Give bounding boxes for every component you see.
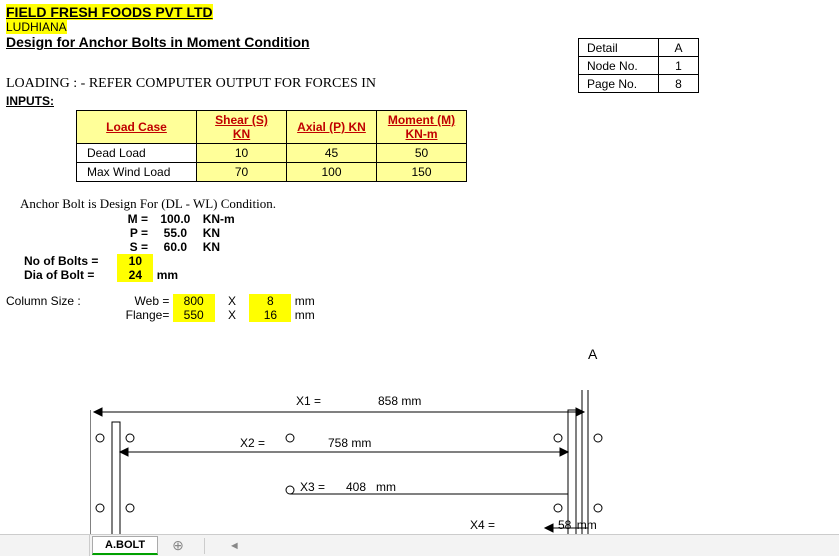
column-size-label: Column Size : bbox=[6, 294, 106, 308]
calc-bolts-value: 10 bbox=[117, 254, 153, 268]
flange-unit: mm bbox=[295, 308, 325, 322]
anchor-bolt-diagram bbox=[90, 390, 680, 550]
diagram-A-label: A bbox=[588, 346, 597, 362]
calc-dia-label: Dia of Bolt = bbox=[24, 268, 114, 282]
web-x: X bbox=[218, 294, 246, 308]
calc-P-unit: KN bbox=[203, 226, 243, 240]
column-size-flange: Flange= 550 X 16 mm bbox=[6, 308, 833, 322]
cell-shear: 70 bbox=[197, 163, 287, 182]
calc-M-label: M = bbox=[66, 212, 148, 226]
calc-S-unit: KN bbox=[203, 240, 243, 254]
design-title: Design for Anchor Bolts in Moment Condit… bbox=[6, 34, 310, 50]
calc-P-label: P = bbox=[66, 226, 148, 240]
table-row: Max Wind Load 70 100 150 bbox=[77, 163, 467, 182]
info-node-value: 1 bbox=[659, 57, 699, 75]
th-case: Load Case bbox=[77, 111, 197, 144]
cell-moment: 50 bbox=[377, 144, 467, 163]
calc-bolts-label: No of Bolts = bbox=[24, 254, 114, 268]
th-axial: Axial (P) KN bbox=[287, 111, 377, 144]
cell-axial: 45 bbox=[287, 144, 377, 163]
web-w: 800 bbox=[173, 294, 215, 308]
info-page-value: 8 bbox=[659, 75, 699, 93]
flange-x: X bbox=[218, 308, 246, 322]
flange-label: Flange= bbox=[109, 308, 169, 322]
web-label: Web = bbox=[109, 294, 169, 308]
cell-shear: 10 bbox=[197, 144, 287, 163]
company-city: LUDHIANA bbox=[6, 20, 67, 34]
calc-P: P = 55.0 KN bbox=[66, 226, 833, 240]
web-unit: mm bbox=[295, 294, 325, 308]
info-detail-value: A bbox=[659, 39, 699, 57]
calc-dia-value: 24 bbox=[117, 268, 153, 282]
sheet-tab-abolt[interactable]: A.BOLT bbox=[92, 536, 158, 555]
tab-separator bbox=[204, 538, 205, 554]
calc-bolts: No of Bolts = 10 bbox=[24, 254, 833, 268]
calc-dia: Dia of Bolt = 24 mm bbox=[24, 268, 833, 282]
cell-case: Dead Load bbox=[77, 144, 197, 163]
info-node-label: Node No. bbox=[579, 57, 659, 75]
th-moment: Moment (M) KN-m bbox=[377, 111, 467, 144]
flange-w: 550 bbox=[173, 308, 215, 322]
sheet-tab-bar: A.BOLT ⊕ ◄ bbox=[0, 534, 839, 556]
add-sheet-button[interactable]: ⊕ bbox=[172, 537, 184, 554]
cell-moment: 150 bbox=[377, 163, 467, 182]
inputs-header: INPUTS: bbox=[6, 94, 833, 108]
calc-M: M = 100.0 KN-m bbox=[66, 212, 833, 226]
info-table: Detail A Node No. 1 Page No. 8 bbox=[578, 38, 699, 93]
calc-M-unit: KN-m bbox=[203, 212, 243, 226]
calc-S-label: S = bbox=[66, 240, 148, 254]
calc-S: S = 60.0 KN bbox=[66, 240, 833, 254]
tab-nav-area[interactable] bbox=[0, 535, 90, 556]
th-shear: Shear (S) KN bbox=[197, 111, 287, 144]
flange-t: 16 bbox=[249, 308, 291, 322]
loading-text: LOADING : - REFER COMPUTER OUTPUT FOR FO… bbox=[6, 76, 833, 92]
calc-dia-unit: mm bbox=[157, 268, 187, 282]
calc-M-value: 100.0 bbox=[151, 212, 199, 226]
web-t: 8 bbox=[249, 294, 291, 308]
info-page-label: Page No. bbox=[579, 75, 659, 93]
condition-text: Anchor Bolt is Design For (DL - WL) Cond… bbox=[20, 196, 833, 212]
calc-P-value: 55.0 bbox=[151, 226, 199, 240]
cell-axial: 100 bbox=[287, 163, 377, 182]
info-detail-label: Detail bbox=[579, 39, 659, 57]
scroll-left-icon[interactable]: ◄ bbox=[229, 540, 240, 552]
cell-case: Max Wind Load bbox=[77, 163, 197, 182]
table-row: Dead Load 10 45 50 bbox=[77, 144, 467, 163]
spreadsheet-area: FIELD FRESH FOODS PVT LTD LUDHIANA Desig… bbox=[0, 0, 839, 534]
calc-S-value: 60.0 bbox=[151, 240, 199, 254]
column-size-web: Column Size : Web = 800 X 8 mm bbox=[6, 294, 833, 308]
company-title: FIELD FRESH FOODS PVT LTD bbox=[6, 4, 213, 20]
load-table: Load Case Shear (S) KN Axial (P) KN Mome… bbox=[76, 110, 467, 182]
